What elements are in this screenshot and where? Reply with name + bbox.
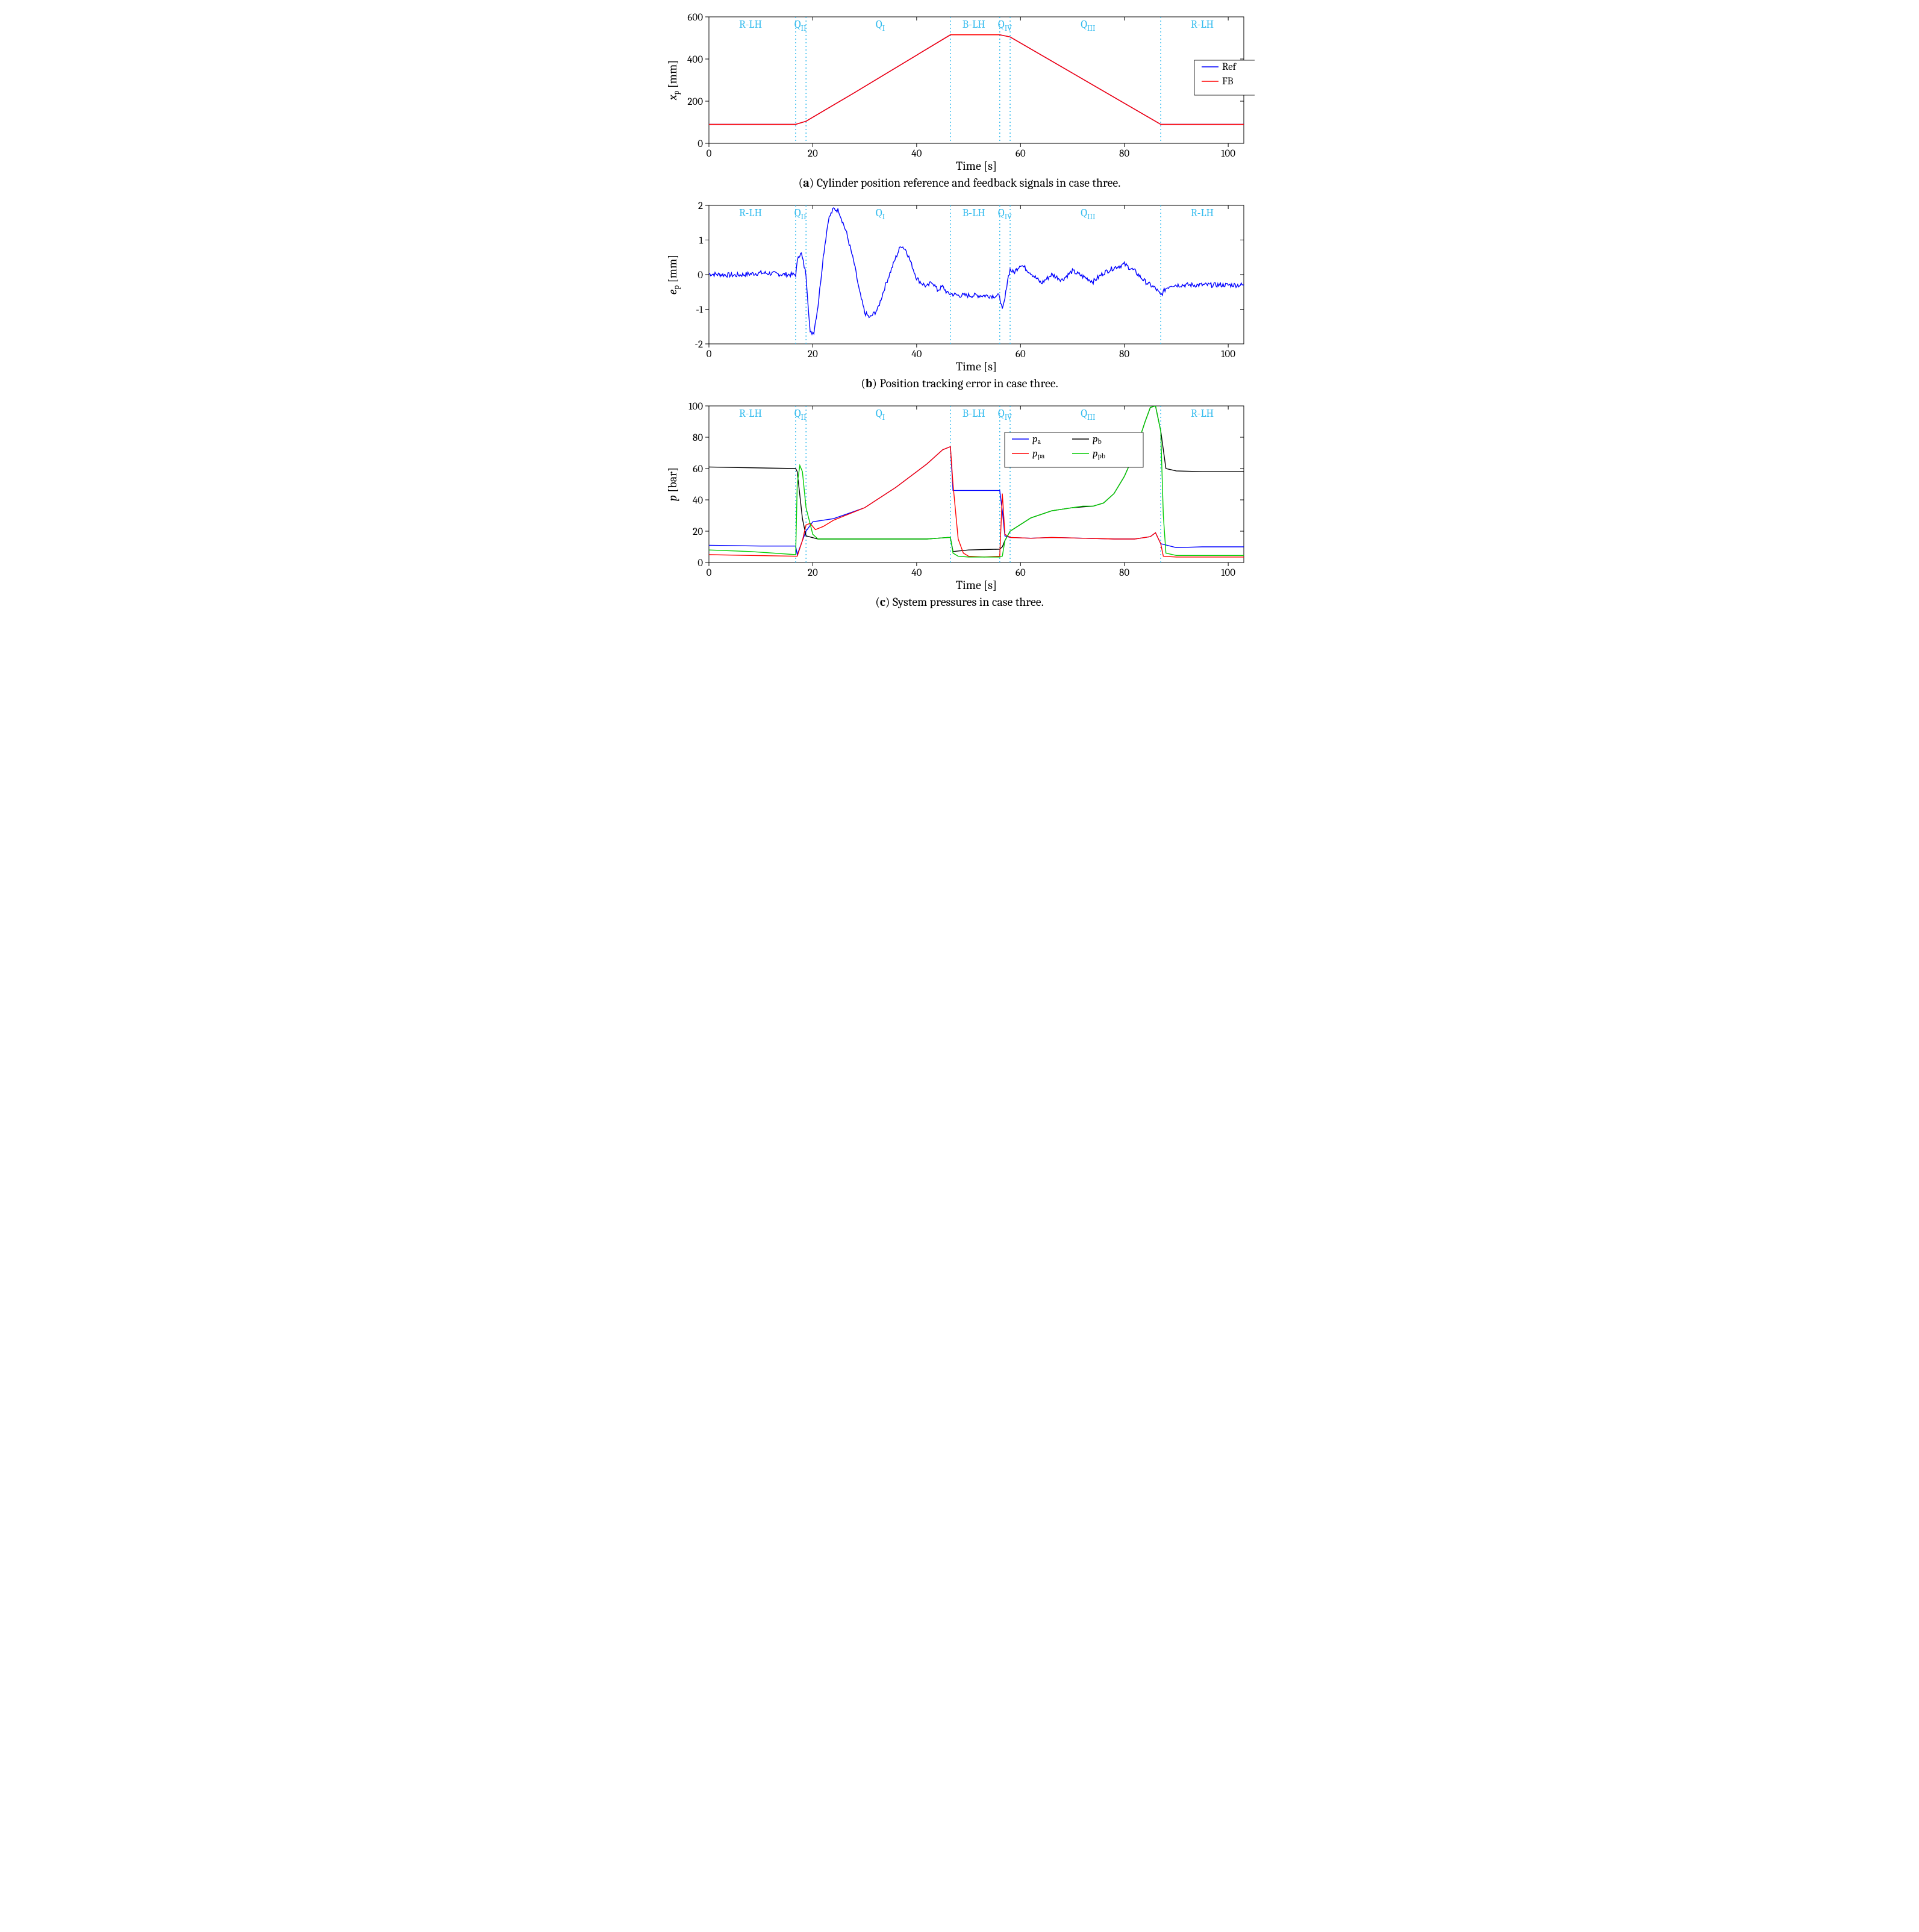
chart-svg: R-LH QII QI B-LH QIV QIII R-LH 0 20 40 60 80 100 0 20 4… [664,401,1255,594]
chart-svg: R-LH QII QI B-LH QIV QIII R-LH 0 20 40 60 80 100 0 200… [664,12,1255,175]
series-ppb [709,406,1244,557]
x-tick-label: 40 [911,349,922,360]
series-pa [709,447,1244,555]
zone-label: QIV [998,18,1012,33]
x-tick-label: 80 [1119,349,1129,360]
panel-c-svg-container: R-LH QII QI B-LH QIV QIII R-LH 0 20 40 60 80 100 0 20 4… [664,401,1255,594]
zone-label: QIII [1081,407,1096,422]
y-tick-label: 1 [699,235,704,247]
series-ep [709,208,1244,334]
series-ppa [709,447,1244,557]
x-tick-label: 20 [808,148,818,160]
x-tick-label: 60 [1016,349,1026,360]
y-tick-label: 0 [697,558,703,569]
y-tick-label: 20 [693,526,703,538]
panel-c-caption: (c) System pressures in case three. [664,595,1255,609]
x-tick-label: 100 [1221,349,1235,360]
series-Ref [709,35,1244,125]
x-tick-label: 40 [911,148,922,160]
zone-label: QI [876,407,885,422]
zone-label: QII [794,407,807,422]
x-tick-label: 100 [1221,567,1235,579]
y-tick-label: 100 [688,401,703,413]
caption-b-text: Position tracking error in case three. [879,376,1058,390]
zone-label: QI [876,207,885,222]
caption-c-letter: c [880,595,885,609]
panel-b-caption: (b) Position tracking error in case thre… [664,376,1255,390]
x-tick-label: 40 [911,567,922,579]
y-tick-label: 0 [697,270,703,281]
caption-a-letter: a [803,176,810,190]
y-tick-label: 60 [693,464,703,475]
zone-label: R-LH [739,207,762,219]
x-tick-label: 80 [1119,567,1129,579]
legend-box [1005,432,1143,467]
y-tick-label: 40 [693,495,703,506]
panel-a: R-LH QII QI B-LH QIV QIII R-LH 0 20 40 60 80 100 0 200… [664,12,1255,190]
zone-label: R-LH [739,18,762,31]
x-tick-label: 100 [1221,148,1235,160]
x-tick-label: 20 [808,567,818,579]
x-tick-label: 0 [707,349,712,360]
x-tick-label: 0 [707,567,712,579]
x-axis-label: Time [s] [956,159,997,173]
zone-label: QII [794,207,807,222]
zone-label: QIII [1081,207,1096,222]
zone-label: B-LH [963,207,985,219]
x-tick-label: 0 [707,148,712,160]
y-tick-label: 80 [693,432,703,444]
y-tick-label: -2 [694,339,703,351]
zone-label: QIII [1081,18,1096,33]
figure: R-LHQIIQIB-LHQIVQIIIR-LH0204060801000200… [664,12,1255,609]
x-tick-label: 60 [1016,567,1026,579]
y-tick-label: 0 [697,139,703,150]
y-tick-label: 600 [687,12,703,23]
panel-b: R-LHQIIQIB-LHQIVQIIIR-LH020406080100-2-1… [664,201,1255,390]
panel-b-svg-container: R-LHQIIQIB-LHQIVQIIIR-LH020406080100-2-1… [664,201,1255,375]
zone-label: QIV [998,407,1012,422]
zone-label: R-LH [739,407,762,420]
series-pb [709,406,1244,552]
caption-c-text: System pressures in case three. [893,595,1044,609]
y-tick-label: 400 [687,54,703,66]
legend-label: FB [1222,76,1234,87]
x-axis-label: Time [s] [956,578,997,592]
panel-c: R-LH QII QI B-LH QIV QIII R-LH 0 20 40 60 80 100 0 20 4… [664,401,1255,609]
caption-a-text: Cylinder position reference and feedback… [817,176,1121,190]
zone-label: QIV [998,207,1012,222]
y-tick-label: 200 [687,96,703,108]
y-tick-label: 2 [698,201,703,212]
panel-a-caption: (a) Cylinder position reference and feed… [664,176,1255,190]
chart-svg: R-LHQIIQIB-LHQIVQIIIR-LH020406080100-2-1… [664,201,1255,375]
zone-label: B-LH [963,18,985,31]
zone-label: R-LH [1191,407,1214,420]
y-axis-label: xp [mm] [666,60,681,101]
x-tick-label: 60 [1016,148,1026,160]
zone-label: R-LH [1191,207,1214,219]
x-tick-label: 20 [808,349,818,360]
x-axis-label: Time [s] [956,360,997,373]
y-axis-label: ep [mm] [666,255,681,294]
caption-b-letter: b [866,376,872,390]
zone-label: QII [794,18,807,33]
y-axis-label: p [bar] [666,467,679,501]
legend-label: Ref [1222,61,1237,73]
panel-a-svg-container: R-LH QII QI B-LH QIV QIII R-LH 0 20 40 60 80 100 0 200… [664,12,1255,175]
zone-label: B-LH [963,407,985,420]
series-FB [709,35,1244,125]
x-tick-label: 80 [1119,148,1129,160]
zone-label: R-LH [1191,18,1214,31]
y-tick-label: -1 [696,305,704,316]
zone-label: QI [876,18,885,33]
